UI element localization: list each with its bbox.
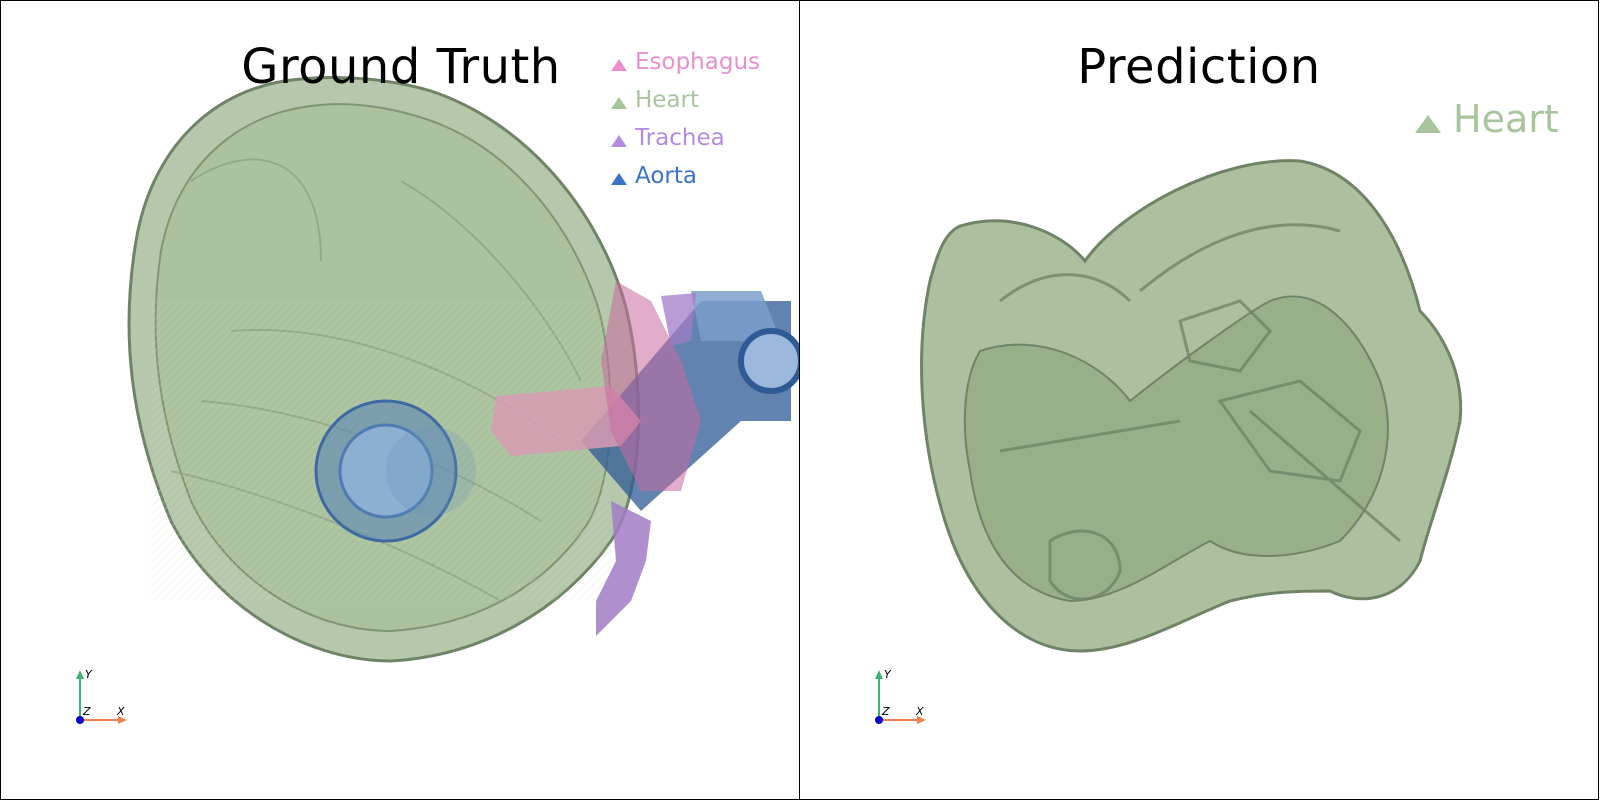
triangle-icon [611,135,627,147]
axes-orientation-widget: Y Z X [875,668,926,724]
legend-item-esophagus: Esophagus [611,43,760,81]
triangle-icon [611,59,627,71]
axes-orientation-widget: Y Z X [76,668,127,724]
aorta-ring-shadow [386,426,476,516]
panel-title-ground-truth: Ground Truth [241,39,561,95]
prediction-legend: Heart [1415,95,1559,143]
ground-truth-legend: Esophagus Heart Trachea Aorta [611,43,760,195]
axis-label-y: Y [85,668,93,681]
axis-label-x: X [915,705,924,718]
prediction-panel: Prediction Heart Y Z X [799,0,1599,800]
aorta-ring-inner [338,423,434,519]
axis-label-z: Z [881,705,890,718]
triangle-icon [1415,115,1441,133]
legend-item-heart: Heart [1415,95,1559,143]
legend-item-heart: Heart [611,81,760,119]
aorta-end [738,328,799,394]
esophagus-mesh [491,386,641,456]
axis-label-y: Y [884,668,892,681]
heart-prediction-contours [999,223,1401,601]
trachea-mesh [596,501,651,636]
triangle-icon [611,173,627,185]
heart-prediction-mesh-inner [963,295,1389,603]
legend-item-aorta: Aorta [611,157,760,195]
axis-label-z: Z [82,705,91,718]
legend-item-trachea: Trachea [611,119,760,157]
axis-label-x: X [116,705,125,718]
triangle-icon [611,97,627,109]
ground-truth-render [127,76,799,663]
prediction-render [920,159,1463,653]
ground-truth-panel: Ground Truth Esophagus Heart Trachea Aor… [0,0,800,800]
panel-title-prediction: Prediction [1077,39,1321,95]
